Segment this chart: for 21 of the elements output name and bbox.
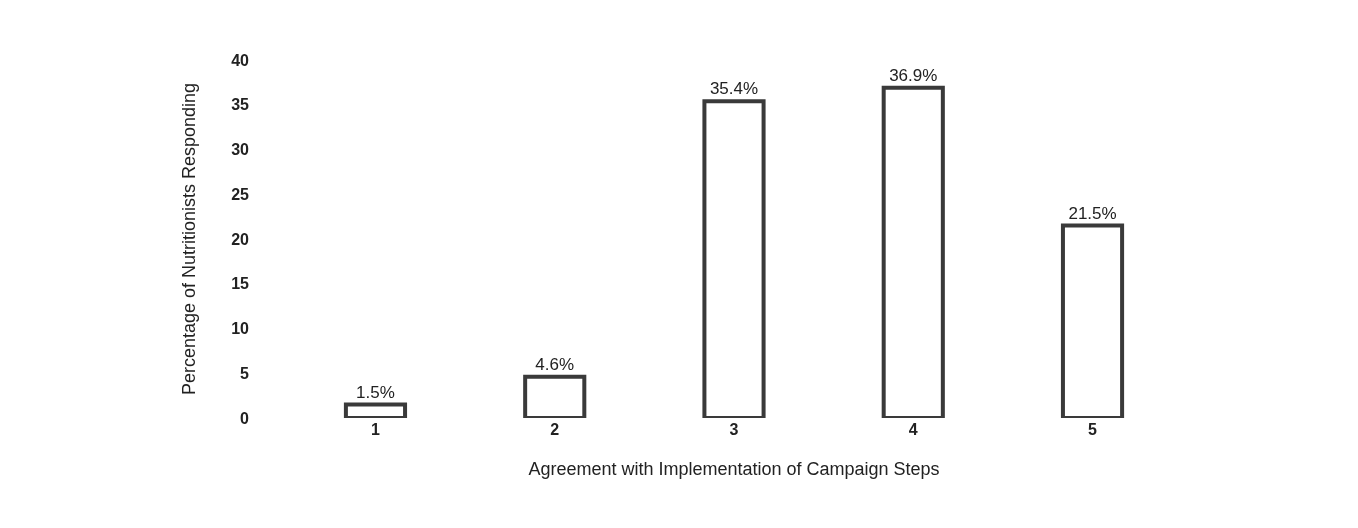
y-tick-label: 30 [231, 141, 250, 159]
y-tick-label: 20 [231, 230, 250, 248]
data-label: 21.5% [1068, 203, 1117, 223]
y-tick-label: 10 [231, 320, 250, 338]
x-axis-title: Agreement with Implementation of Campaign Steps [528, 459, 940, 480]
data-label: 35.4% [709, 79, 759, 99]
y-tick-label: 5 [240, 364, 250, 382]
y-tick-label: 25 [231, 185, 250, 203]
y-axis-title: Percentage of Nutritionists Responding [179, 82, 200, 396]
x-tick-label: 3 [729, 421, 739, 438]
y-tick-label: 0 [240, 409, 250, 427]
y-tick-label: 35 [231, 96, 250, 114]
x-tick-label: 4 [908, 421, 918, 438]
y-tick-label: 40 [231, 51, 250, 69]
x-tick-label: 5 [1088, 421, 1098, 438]
data-label: 4.6% [535, 354, 575, 374]
x-tick-label: 1 [371, 421, 381, 438]
data-label: 1.5% [356, 382, 395, 402]
x-tick-label: 2 [550, 421, 560, 438]
data-label: 36.9% [889, 65, 938, 85]
y-tick-label: 15 [231, 275, 250, 293]
